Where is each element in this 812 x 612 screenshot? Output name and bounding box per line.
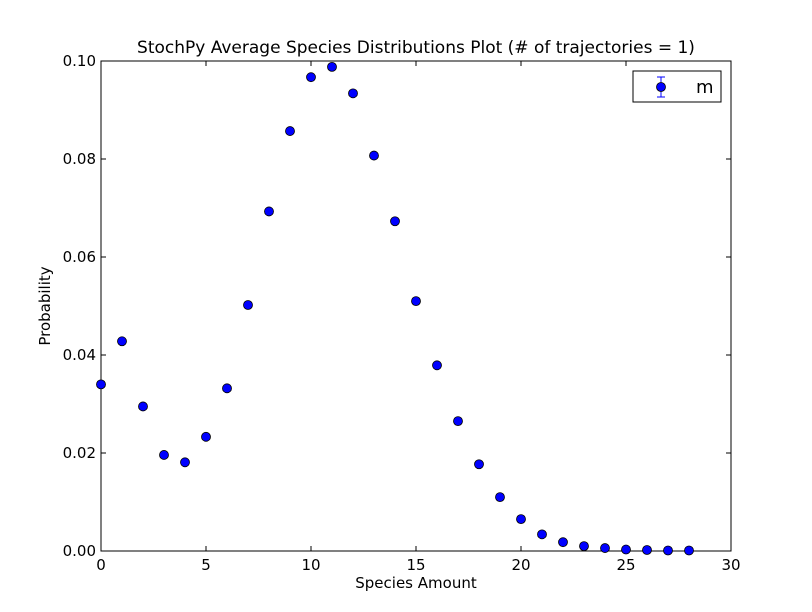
y-tick-label: 0.02 <box>63 444 96 462</box>
data-point <box>495 492 505 503</box>
legend-box <box>632 70 722 103</box>
data-point <box>96 379 106 390</box>
y-axis-label: Probability <box>36 266 54 345</box>
data-point <box>621 544 631 555</box>
data-points <box>96 61 694 556</box>
data-point <box>348 88 358 99</box>
y-axis-ticks: 0.00 0.02 0.04 0.06 0.08 0.10 <box>63 52 731 560</box>
data-point <box>285 126 295 136</box>
data-point <box>684 545 694 556</box>
data-point <box>516 514 526 525</box>
data-point <box>663 545 673 556</box>
x-tick-label: 30 <box>721 556 740 574</box>
data-point <box>537 529 547 540</box>
y-tick-label: 0.06 <box>63 248 96 266</box>
data-point <box>600 543 610 553</box>
data-point <box>411 296 421 307</box>
data-point <box>222 383 232 394</box>
data-point <box>558 537 568 548</box>
x-tick-label: 25 <box>616 556 635 574</box>
x-tick-label: 20 <box>511 556 530 574</box>
data-point <box>243 300 253 310</box>
data-point <box>642 545 652 555</box>
x-tick-label: 0 <box>96 556 106 574</box>
data-point <box>306 72 316 83</box>
x-tick-label: 5 <box>201 556 211 574</box>
data-point <box>159 450 169 460</box>
data-point <box>369 150 379 161</box>
data-point <box>390 216 400 227</box>
y-tick-label: 0.00 <box>63 542 96 560</box>
data-point <box>201 431 211 442</box>
data-point <box>138 401 148 412</box>
data-point <box>264 206 274 217</box>
data-point <box>474 459 484 470</box>
x-axis-label: Species Amount <box>355 574 477 592</box>
y-tick-label: 0.04 <box>63 346 96 364</box>
chart-title: StochPy Average Species Distributions Pl… <box>137 38 695 58</box>
data-point <box>432 360 442 371</box>
legend-marker-icon <box>656 82 666 92</box>
data-point <box>180 457 190 468</box>
x-axis-ticks: 0 5 10 15 20 25 30 <box>96 61 741 574</box>
y-tick-label: 0.08 <box>63 150 96 168</box>
x-tick-label: 15 <box>406 556 425 574</box>
data-point <box>453 416 463 427</box>
data-point <box>327 61 337 72</box>
data-point <box>117 336 127 347</box>
data-point <box>579 541 589 551</box>
legend-label: m <box>696 77 714 98</box>
y-tick-label: 0.10 <box>63 52 96 70</box>
legend: m <box>632 70 722 103</box>
x-tick-label: 10 <box>301 556 320 574</box>
